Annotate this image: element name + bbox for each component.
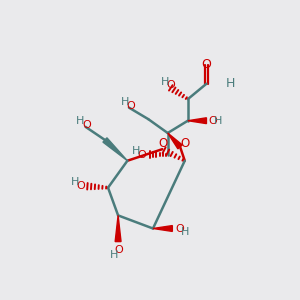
Text: O: O	[115, 245, 123, 255]
Polygon shape	[168, 133, 182, 149]
Text: O: O	[209, 116, 218, 126]
Text: O: O	[82, 120, 91, 130]
Polygon shape	[103, 138, 128, 161]
Text: O: O	[176, 224, 184, 233]
Text: H: H	[161, 77, 170, 87]
Text: O: O	[167, 80, 175, 90]
Text: H: H	[71, 177, 79, 187]
Text: H: H	[226, 77, 235, 90]
Polygon shape	[188, 118, 206, 124]
Text: H: H	[181, 227, 189, 237]
Text: O: O	[180, 137, 189, 150]
Text: O: O	[202, 58, 212, 71]
Text: O: O	[158, 137, 168, 150]
Text: H: H	[110, 250, 118, 260]
Text: H: H	[121, 97, 129, 107]
Text: H: H	[76, 116, 84, 127]
Polygon shape	[153, 226, 172, 231]
Text: H: H	[214, 116, 223, 126]
Text: O: O	[76, 181, 85, 191]
Text: O: O	[126, 101, 135, 111]
Text: H: H	[132, 146, 141, 156]
Text: O: O	[137, 150, 146, 160]
Polygon shape	[115, 215, 121, 242]
